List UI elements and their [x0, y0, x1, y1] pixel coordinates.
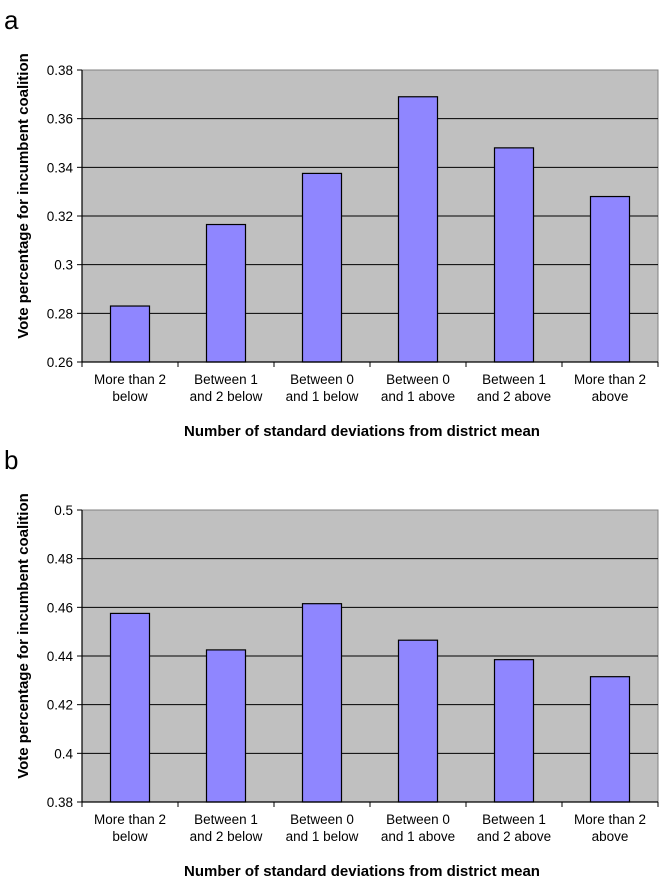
chart-b-bar [493, 659, 535, 803]
chart-a-category-label: More than 2 above [574, 372, 646, 404]
chart-a-bar [397, 96, 439, 363]
chart-a-bar [493, 147, 535, 363]
chart-b-y-tick-label: 0.4 [54, 746, 73, 761]
chart-a-x-axis-title: Number of standard deviations from distr… [184, 423, 540, 440]
chart-b-bar [397, 639, 439, 803]
chart-a-y-tick-label: 0.28 [47, 306, 73, 321]
chart-b-category-label: More than 2 above [574, 812, 646, 844]
chart-a-category-label: Between 1 and 2 below [190, 372, 263, 404]
chart-b-svg: b 0.38 0.4 0.42 0.44 0.46 0.48 0.5 More than 2 be… [4, 445, 659, 880]
chart-b-category-label: Between 1 and 2 below [190, 812, 263, 844]
chart-b-x-axis-title: Number of standard deviations from distr… [184, 863, 540, 880]
chart-b-category-label: Between 1 and 2 above [477, 812, 551, 844]
chart-a-panel-letter: a [4, 5, 19, 35]
chart-panel-b: b 0.38 0.4 0.42 0.44 0.46 0.48 0.5 More than 2 be… [0, 440, 669, 880]
chart-b-bar [301, 603, 343, 803]
chart-a-bar [205, 223, 247, 363]
chart-b-y-axis-title: Vote percentage for incumbent coalition [15, 493, 32, 779]
chart-b-bar [205, 649, 247, 803]
chart-b-category-label: Between 0 and 1 above [381, 812, 455, 844]
chart-a-y-tick-label: 0.26 [47, 355, 73, 370]
chart-a-category-label: Between 0 and 1 above [381, 372, 455, 404]
chart-b-panel-letter: b [4, 445, 18, 475]
chart-a-y-tick-label: 0.38 [47, 63, 73, 78]
chart-a-y-tick-label: 0.32 [47, 209, 73, 224]
chart-a-y-tick-label: 0.34 [47, 160, 74, 175]
chart-a-y-tick-label: 0.3 [54, 258, 73, 273]
chart-b-y-tick-label: 0.48 [47, 552, 73, 567]
chart-a-y-tick-label: 0.36 [47, 112, 73, 127]
chart-a-bar [109, 305, 151, 363]
chart-b-bar [589, 676, 631, 803]
chart-a-category-label: Between 0 and 1 below [286, 372, 359, 404]
chart-b-y-tick-label: 0.5 [54, 503, 73, 518]
chart-b-y-tick-label: 0.38 [47, 795, 73, 810]
chart-a-bar [589, 195, 631, 363]
chart-b-category-label: Between 0 and 1 below [286, 812, 359, 844]
chart-b-y-tick-label: 0.44 [47, 649, 74, 664]
chart-a-category-label: Between 1 and 2 above [477, 372, 551, 404]
chart-a-category-label: More than 2 below [94, 372, 166, 404]
chart-b-category-label: More than 2 below [94, 812, 166, 844]
chart-b-bar [109, 612, 151, 803]
chart-a-bar [301, 172, 343, 363]
chart-b-y-tick-label: 0.46 [47, 600, 73, 615]
chart-a-y-axis-title: Vote percentage for incumbent coalition [15, 53, 32, 339]
chart-b-y-tick-label: 0.42 [47, 698, 73, 713]
